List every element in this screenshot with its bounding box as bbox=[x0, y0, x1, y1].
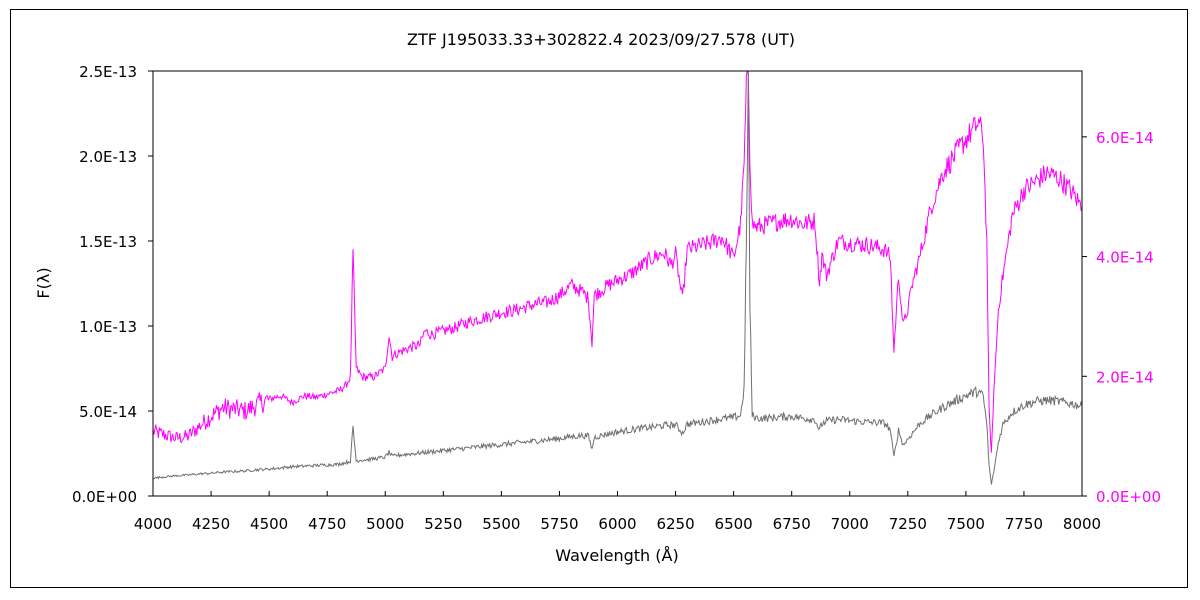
series-line-2 bbox=[153, 70, 1083, 485]
x-tick-label: 5500 bbox=[482, 515, 520, 533]
chart-title: ZTF J195033.33+302822.4 2023/09/27.578 (… bbox=[407, 30, 795, 49]
y-left-tick-label: 2.5E-13 bbox=[79, 63, 137, 81]
chart-frame bbox=[10, 9, 1188, 588]
y-left-tick-label: 0.0E+00 bbox=[72, 488, 137, 506]
y-axis-label: F(λ) bbox=[34, 267, 53, 298]
y-left-tick-label: 2.0E-13 bbox=[79, 148, 137, 166]
y-left-tick-label: 1.5E-13 bbox=[79, 233, 137, 251]
x-tick-label: 4500 bbox=[250, 515, 288, 533]
y-right-tick-label: 0.0E+00 bbox=[1096, 488, 1161, 506]
series-line-1 bbox=[152, 70, 1083, 453]
series-layer bbox=[152, 70, 1083, 485]
y-left-tick-label: 1.0E-13 bbox=[79, 318, 137, 336]
x-tick-label: 7000 bbox=[831, 515, 869, 533]
x-tick-label: 6000 bbox=[598, 515, 636, 533]
x-axis: 4000 4250 4500 4750 5000 5250 5500 5750 6000 6250… bbox=[134, 491, 1101, 533]
x-tick-label: 6500 bbox=[715, 515, 753, 533]
y-right-tick-label: 4.0E-14 bbox=[1096, 249, 1154, 267]
y-right-tick-label: 2.0E-14 bbox=[1096, 368, 1154, 386]
y-left-tick-label: 5.0E-14 bbox=[79, 403, 137, 421]
x-tick-label: 4750 bbox=[308, 515, 346, 533]
x-tick-label: 5000 bbox=[366, 515, 404, 533]
x-tick-label: 7500 bbox=[947, 515, 985, 533]
x-tick-label: 7750 bbox=[1005, 515, 1043, 533]
x-tick-label: 7250 bbox=[889, 515, 927, 533]
y-axis-left: 0.0E+00 5.0E-14 1.0E-13 1.5E-13 2.0E-13 2.5E-… bbox=[72, 63, 153, 506]
x-tick-label: 6250 bbox=[656, 515, 694, 533]
y-axis-right: 0.0E+00 2.0E-14 4.0E-14 6.0E-14 bbox=[1082, 129, 1161, 506]
x-tick-label: 4000 bbox=[134, 515, 172, 533]
x-tick-label: 5250 bbox=[424, 515, 462, 533]
x-tick-label: 6750 bbox=[773, 515, 811, 533]
x-axis-label: Wavelength (Å) bbox=[555, 546, 678, 565]
x-tick-label: 5750 bbox=[540, 515, 578, 533]
x-tick-label: 8000 bbox=[1063, 515, 1101, 533]
y-right-tick-label: 6.0E-14 bbox=[1096, 129, 1154, 147]
x-tick-label: 4250 bbox=[192, 515, 230, 533]
